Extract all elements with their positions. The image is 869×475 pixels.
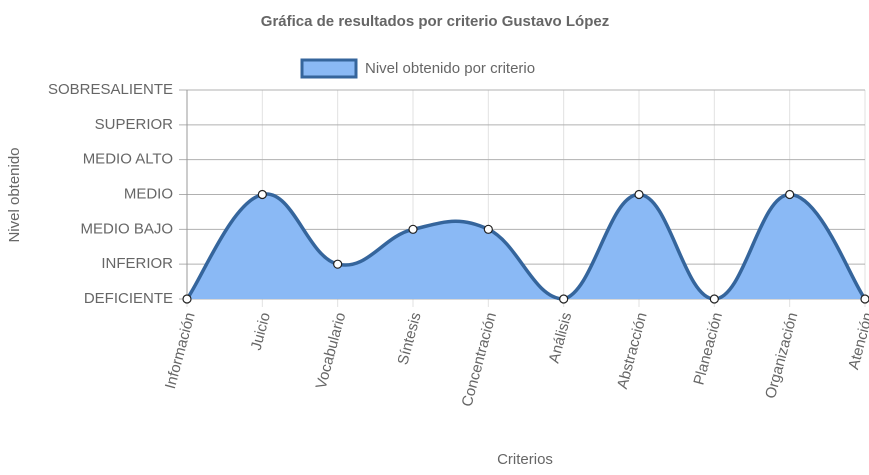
point bbox=[182, 294, 192, 304]
point bbox=[257, 189, 267, 200]
x-tick-label: Atención bbox=[845, 311, 869, 372]
legend-swatch bbox=[300, 58, 358, 79]
y-tick-label: MEDIO bbox=[124, 185, 173, 202]
point bbox=[860, 294, 869, 304]
point bbox=[634, 189, 644, 200]
x-tick-label: Vocabulario bbox=[313, 311, 350, 391]
point bbox=[483, 224, 493, 234]
point bbox=[559, 294, 569, 304]
line bbox=[185, 192, 867, 301]
y-tick-label: INFERIOR bbox=[101, 255, 173, 272]
point bbox=[785, 189, 795, 200]
area bbox=[187, 194, 865, 299]
y-tick-label: SOBRESALIENTE bbox=[48, 81, 173, 98]
point bbox=[709, 294, 719, 304]
legend-label: Nivel obtenido por criterio bbox=[365, 60, 535, 77]
y-tick-label: SUPERIOR bbox=[95, 116, 174, 133]
y-axis-title: Nivel obtenido bbox=[6, 147, 23, 242]
x-axis-title: Criterios bbox=[497, 451, 553, 468]
point bbox=[408, 224, 418, 234]
chart-title: Gráfica de resultados por criterio Gusta… bbox=[261, 13, 609, 30]
x-tick-label: Análisis bbox=[546, 311, 576, 365]
x-tick-label: Síntesis bbox=[394, 311, 424, 367]
point bbox=[333, 259, 343, 269]
x-tick-label: Información bbox=[162, 311, 199, 391]
y-tick-label: MEDIO BAJO bbox=[80, 220, 173, 237]
y-tick-label: DEFICIENTE bbox=[84, 290, 173, 307]
x-tick-label: Juicio bbox=[248, 311, 274, 352]
x-tick-label: Concentración bbox=[459, 311, 500, 409]
x-tick-label: Organización bbox=[762, 311, 801, 401]
x-tick-label: Abstracción bbox=[614, 311, 651, 391]
y-tick-label: MEDIO ALTO bbox=[83, 151, 173, 168]
x-tick-label: Planeación bbox=[690, 311, 726, 387]
